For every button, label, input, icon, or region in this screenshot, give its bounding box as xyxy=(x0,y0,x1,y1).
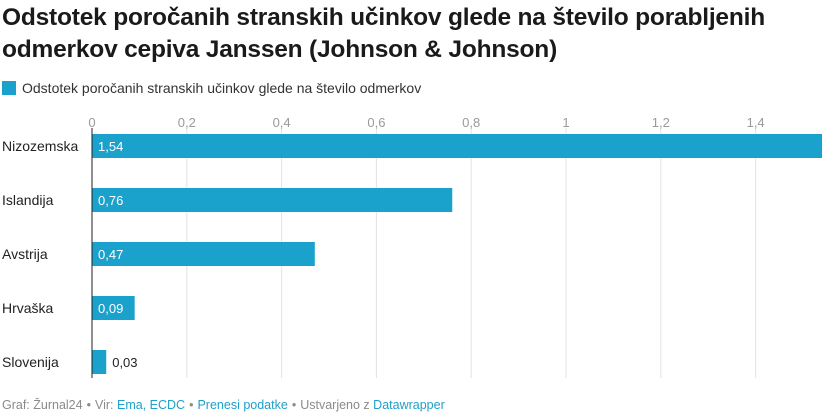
download-data-link[interactable]: Prenesi podatke xyxy=(197,398,288,412)
value-label: 0,47 xyxy=(98,247,123,262)
x-tick-label: 1,4 xyxy=(747,115,765,130)
value-label: 0,03 xyxy=(112,355,137,370)
bar-chart: 0 0,2 0,4 0,6 0,8 1 1,2 1,4 Nizozemska 1,54 Island… xyxy=(2,115,822,378)
category-label: Avstrija xyxy=(2,246,48,262)
bar xyxy=(92,296,135,320)
x-tick-label: 0,8 xyxy=(462,115,480,130)
bar xyxy=(92,188,453,212)
chart-title: Odstotek poročanih stranskih učinkov gle… xyxy=(2,4,765,63)
category-label: Islandija xyxy=(2,192,54,208)
x-tick-label: 0,6 xyxy=(367,115,385,130)
source-link[interactable]: Ema, ECDC xyxy=(117,398,186,412)
bar xyxy=(92,350,107,374)
x-tick-label: 1 xyxy=(562,115,569,130)
datawrapper-link[interactable]: Datawrapper xyxy=(373,398,445,412)
footer-graph: Graf: Žurnal24 xyxy=(2,398,83,412)
category-label: Nizozemska xyxy=(2,138,78,154)
footer-source-prefix: Vir: xyxy=(94,398,114,412)
category-label: Hrvaška xyxy=(2,300,54,316)
footer-created-prefix: Ustvarjeno z xyxy=(300,398,370,412)
x-tick-label: 0,2 xyxy=(178,115,196,130)
legend-label: Odstotek poročanih stranskih učinkov gle… xyxy=(22,80,422,96)
bar xyxy=(92,242,315,266)
x-tick-label: 1,2 xyxy=(652,115,670,130)
bar xyxy=(92,134,822,158)
legend-swatch xyxy=(2,81,16,95)
value-label: 0,09 xyxy=(98,301,123,316)
x-tick-label: 0 xyxy=(88,115,95,130)
value-label: 0,76 xyxy=(98,193,123,208)
category-label: Slovenija xyxy=(2,354,59,370)
legend: Odstotek poročanih stranskih učinkov gle… xyxy=(2,78,421,98)
value-label: 1,54 xyxy=(98,139,123,154)
x-tick-label: 0,4 xyxy=(273,115,291,130)
footer: Graf: Žurnal24 • Vir: Ema, ECDC • Prenesi po… xyxy=(2,398,445,412)
